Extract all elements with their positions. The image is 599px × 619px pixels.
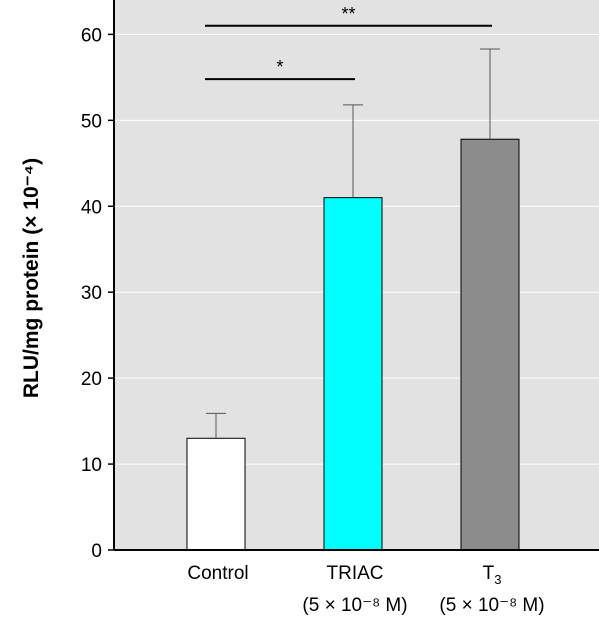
y-ticks: 0 10 20 30 40 50 60 [81, 25, 114, 562]
bar [460, 138, 520, 551]
x-category-label: T3 [483, 563, 502, 587]
y-tick-label: 10 [81, 455, 102, 476]
significance-markers: *** [205, 4, 492, 81]
error-bars [206, 48, 500, 439]
y-tick-label: 50 [81, 111, 102, 132]
x-category-note: (5 × 10⁻⁸ M) [439, 595, 544, 616]
x-category-note: (5 × 10⁻⁸ M) [302, 595, 407, 616]
x-category-label: Control [187, 563, 248, 584]
y-tick-label: 40 [81, 197, 102, 218]
subscript: 3 [494, 572, 501, 587]
y-tick-label: 30 [81, 283, 102, 304]
y-tick-label: 0 [91, 541, 102, 562]
y-axis-label: RLU/mg protein (× 10⁻⁴) [20, 158, 43, 398]
y-tick-label: 20 [81, 369, 102, 390]
significance-label: * [276, 57, 283, 77]
bars [186, 138, 520, 551]
bar [186, 437, 246, 551]
bar [323, 197, 383, 551]
x-category-label: TRIAC [327, 563, 384, 584]
x-labels: Control TRIAC (5 × 10⁻⁸ M) T3 (5 × 10⁻⁸ M) [187, 563, 544, 616]
significance-label: ** [341, 4, 355, 24]
y-tick-label: 60 [81, 25, 102, 46]
